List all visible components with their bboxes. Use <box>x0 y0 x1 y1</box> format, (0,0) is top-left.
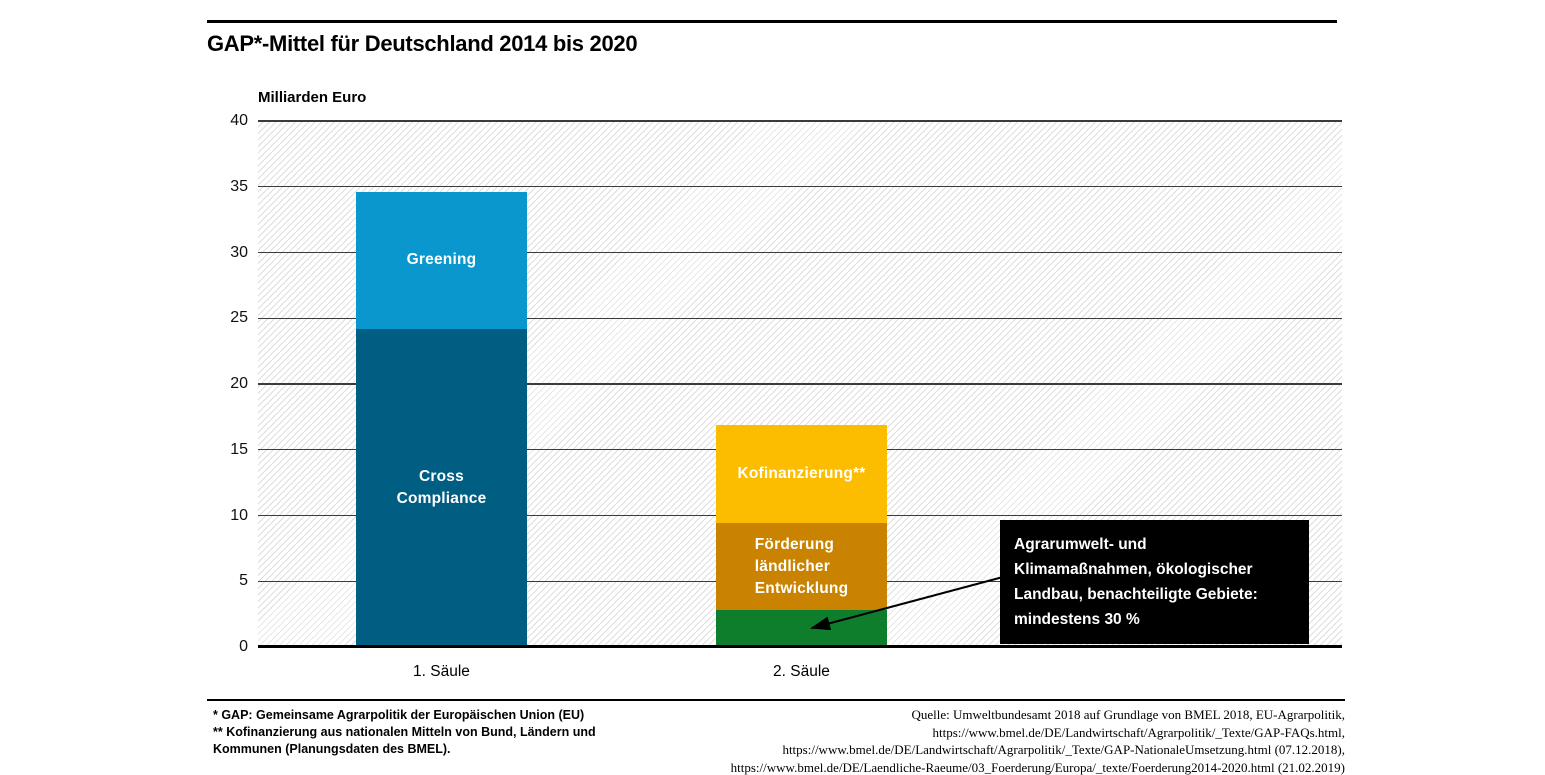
bar-segment-cross: Cross Compliance <box>356 328 527 647</box>
source-citation: Quelle: Umweltbundesamt 2018 auf Grundla… <box>730 707 1345 775</box>
footnotes: * GAP: Gemeinsame Agrarpolitik der Europ… <box>213 708 596 756</box>
gridline-35 <box>258 186 1342 188</box>
gridline-40 <box>258 120 1342 122</box>
stacked-bar-2-s-ule: Förderung ländlicher Entwicklung Kofinanz… <box>716 121 887 647</box>
ytick-label-15: 15 <box>230 440 248 458</box>
ytick-label-10: 10 <box>230 506 248 524</box>
gridline-30 <box>258 251 1342 254</box>
ytick-label-40: 40 <box>230 112 248 129</box>
bar-segment-kofinanzierung-: Kofinanzierung** <box>716 424 887 524</box>
stacked-bar-1-s-ule: Cross Compliance Greening <box>356 121 527 647</box>
gridline-25 <box>258 317 1342 319</box>
ytick-label-35: 35 <box>230 177 248 195</box>
bar-segment-label: Kofinanzierung** <box>737 465 866 483</box>
bar-segment-label: Greening <box>406 251 477 269</box>
xtick-label-1: 1. Säule <box>413 663 470 680</box>
title-top-rule <box>207 20 1337 23</box>
x-axis-line <box>258 645 1342 648</box>
ytick-label-30: 30 <box>230 243 248 261</box>
ytick-label-20: 20 <box>230 375 248 392</box>
gridline-20 <box>258 383 1342 385</box>
xtick-label-2: 2. Säule <box>773 663 830 680</box>
bar-segment-label: Cross Compliance <box>396 467 487 507</box>
bar-segment <box>716 610 887 647</box>
annotation-callout: Agrarumwelt- und Klimamaßnahmen, ökologi… <box>1000 520 1309 644</box>
ytick-label-25: 25 <box>230 309 248 327</box>
bar-segment-greening: Greening <box>356 192 527 329</box>
bar-segment-label: Förderung ländlicher Entwicklung <box>754 535 849 597</box>
y-axis-title: Milliarden Euro <box>258 89 367 106</box>
ytick-label-5: 5 <box>239 572 248 590</box>
ytick-label-0: 0 <box>239 638 248 655</box>
bar-segment-förderung: Förderung ländlicher Entwicklung <box>716 523 887 611</box>
footer-rule <box>207 699 1345 701</box>
chart-title: GAP*-Mittel für Deutschland 2014 bis 202… <box>207 31 638 56</box>
